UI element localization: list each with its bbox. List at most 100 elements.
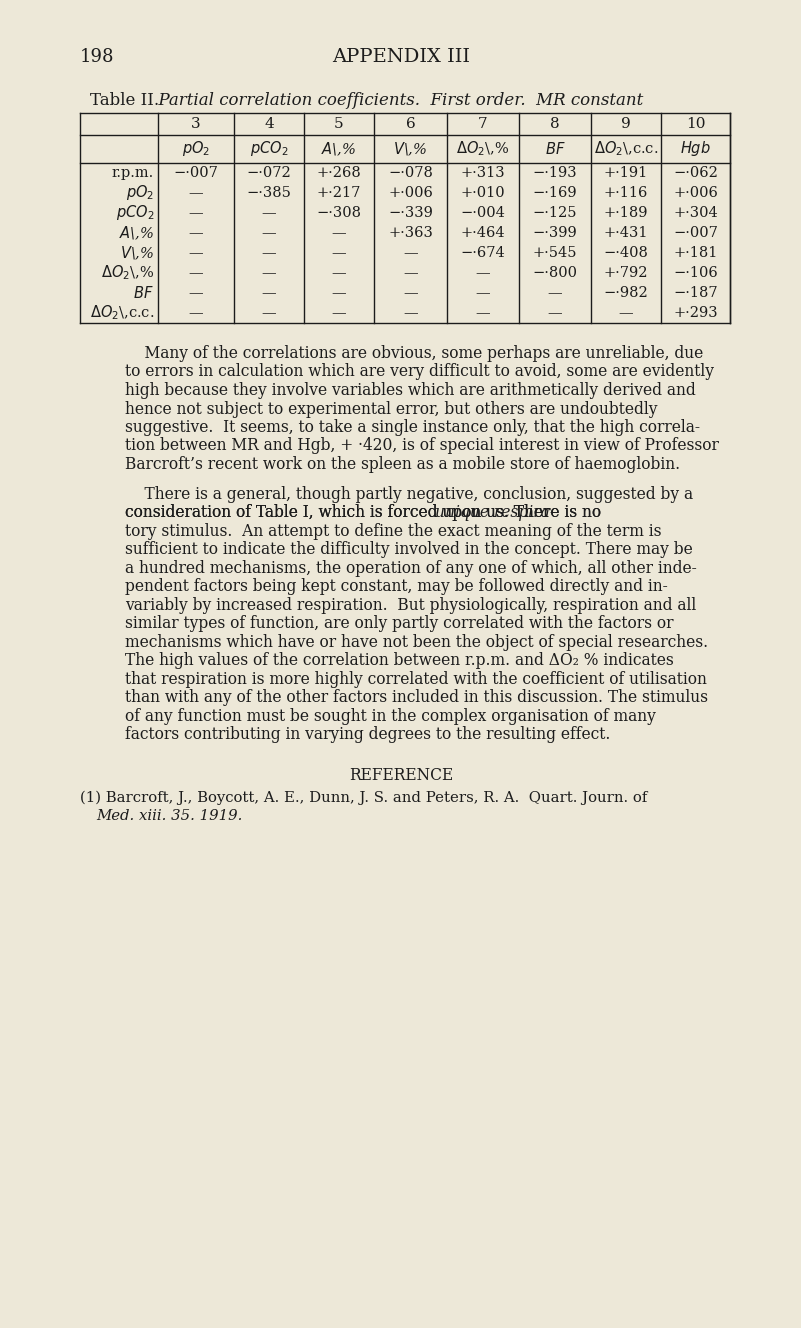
Text: Many of the correlations are obvious, some perhaps are unreliable, due: Many of the correlations are obvious, so… [125, 345, 703, 363]
Text: —: — [332, 286, 346, 300]
Text: −·385: −·385 [247, 186, 292, 201]
Text: —: — [476, 266, 490, 280]
Text: 6: 6 [405, 117, 416, 131]
Text: —: — [262, 206, 276, 220]
Text: −·072: −·072 [247, 166, 292, 181]
Text: of any function must be sought in the complex organisation of many: of any function must be sought in the co… [125, 708, 656, 725]
Text: —: — [189, 246, 203, 260]
Text: —: — [403, 286, 418, 300]
Text: −·007: −·007 [174, 166, 219, 181]
Text: $V$\,%: $V$\,% [393, 141, 428, 158]
Text: that respiration is more highly correlated with the coefficient of utilisation: that respiration is more highly correlat… [125, 671, 706, 688]
Text: 198: 198 [80, 48, 115, 66]
Text: —: — [332, 246, 346, 260]
Text: similar types of function, are only partly correlated with the factors or: similar types of function, are only part… [125, 615, 674, 632]
Text: Table II.: Table II. [90, 92, 159, 109]
Text: —: — [262, 266, 276, 280]
Text: +·217: +·217 [317, 186, 361, 201]
Text: −·125: −·125 [533, 206, 578, 220]
Text: —: — [262, 226, 276, 240]
Text: 8: 8 [550, 117, 560, 131]
Text: +·431: +·431 [604, 226, 648, 240]
Text: +·363: +·363 [388, 226, 433, 240]
Text: +·792: +·792 [604, 266, 648, 280]
Text: —: — [548, 286, 562, 300]
Text: +·268: +·268 [316, 166, 361, 181]
Text: suggestive.  It seems, to take a single instance only, that the high correla-: suggestive. It seems, to take a single i… [125, 420, 700, 436]
Text: The high values of the correlation between r.p.m. and ΔO₂ % indicates: The high values of the correlation betwe… [125, 652, 674, 669]
Text: unique respira-: unique respira- [436, 505, 556, 521]
Text: +·010: +·010 [461, 186, 505, 201]
Text: factors contributing in varying degrees to the resulting effect.: factors contributing in varying degrees … [125, 726, 610, 744]
Text: Barcroft’s recent work on the spleen as a mobile store of haemoglobin.: Barcroft’s recent work on the spleen as … [125, 456, 680, 473]
Text: consideration of Table I, which is forced upon us. There is no: consideration of Table I, which is force… [125, 505, 606, 521]
Text: +·181: +·181 [674, 246, 718, 260]
Text: consideration of Table I, which is forced upon us. There is no unique respira-: consideration of Table I, which is force… [125, 505, 725, 521]
Text: pendent factors being kept constant, may be followed directly and in-: pendent factors being kept constant, may… [125, 578, 668, 595]
Text: Table II.  Partial correlation coefficients.  First order.  MR constant: Table II. Partial correlation coefficien… [90, 92, 654, 109]
Text: $\Delta O_2$\,%: $\Delta O_2$\,% [457, 139, 509, 158]
Text: $pO_2$: $pO_2$ [182, 139, 210, 158]
Text: —: — [189, 305, 203, 320]
Text: −·187: −·187 [673, 286, 718, 300]
Text: $pO_2$: $pO_2$ [126, 183, 154, 202]
Text: 4: 4 [264, 117, 274, 131]
Text: +·116: +·116 [604, 186, 648, 201]
Text: than with any of the other factors included in this discussion. The stimulus: than with any of the other factors inclu… [125, 689, 708, 706]
Text: −·674: −·674 [461, 246, 505, 260]
Text: $A$\,%: $A$\,% [119, 224, 154, 242]
Text: $\Delta O_2$\,%: $\Delta O_2$\,% [101, 264, 154, 283]
Text: −·408: −·408 [604, 246, 649, 260]
Text: variably by increased respiration.  But physiologically, respiration and all: variably by increased respiration. But p… [125, 596, 696, 614]
Text: a hundred mechanisms, the operation of any one of which, all other inde-: a hundred mechanisms, the operation of a… [125, 559, 697, 576]
Text: −·308: −·308 [316, 206, 361, 220]
Text: —: — [189, 226, 203, 240]
Text: —: — [332, 226, 346, 240]
Text: —: — [262, 305, 276, 320]
Text: r.p.m.: r.p.m. [112, 166, 154, 181]
Text: $V$\,%: $V$\,% [119, 244, 154, 262]
Text: −·193: −·193 [533, 166, 578, 181]
Text: +·304: +·304 [673, 206, 718, 220]
Text: +·313: +·313 [461, 166, 505, 181]
Text: —: — [332, 305, 346, 320]
Text: —: — [189, 266, 203, 280]
Text: −·004: −·004 [461, 206, 505, 220]
Text: −·062: −·062 [673, 166, 718, 181]
Text: 10: 10 [686, 117, 705, 131]
Text: There is a general, though partly negative, conclusion, suggested by a: There is a general, though partly negati… [125, 486, 693, 502]
Text: −·078: −·078 [388, 166, 433, 181]
Text: $Hgb$: $Hgb$ [680, 139, 711, 158]
Text: +·545: +·545 [533, 246, 578, 260]
Text: —: — [476, 305, 490, 320]
Text: +·464: +·464 [461, 226, 505, 240]
Text: −·800: −·800 [533, 266, 578, 280]
Text: −·169: −·169 [533, 186, 578, 201]
Text: high because they involve variables which are arithmetically derived and: high because they involve variables whic… [125, 382, 696, 398]
Text: Med. xiii. 35. 1919.: Med. xiii. 35. 1919. [96, 809, 243, 823]
Text: +·006: +·006 [388, 186, 433, 201]
Text: $BF$: $BF$ [545, 141, 566, 157]
Text: —: — [403, 305, 418, 320]
Text: $\Delta O_2$\,c.c.: $\Delta O_2$\,c.c. [90, 304, 154, 323]
Text: —: — [262, 246, 276, 260]
Text: $pCO_2$: $pCO_2$ [250, 139, 288, 158]
Text: —: — [189, 286, 203, 300]
Text: mechanisms which have or have not been the object of special researches.: mechanisms which have or have not been t… [125, 633, 708, 651]
Text: +·293: +·293 [673, 305, 718, 320]
Text: —: — [332, 266, 346, 280]
Text: —: — [403, 246, 418, 260]
Text: (1) Barcroft, J., Boycott, A. E., Dunn, J. S. and Peters, R. A.  Quart. Journ. o: (1) Barcroft, J., Boycott, A. E., Dunn, … [80, 791, 647, 805]
Text: −·007: −·007 [673, 226, 718, 240]
Text: to errors in calculation which are very difficult to avoid, some are evidently: to errors in calculation which are very … [125, 364, 714, 381]
Text: +·189: +·189 [604, 206, 648, 220]
Text: $BF$: $BF$ [134, 286, 154, 301]
Text: −·982: −·982 [604, 286, 648, 300]
Text: Partial correlation coefficients.  First order.  MR constant: Partial correlation coefficients. First … [148, 92, 643, 109]
Text: −·339: −·339 [388, 206, 433, 220]
Text: 3: 3 [191, 117, 201, 131]
Text: $\Delta O_2$\,c.c.: $\Delta O_2$\,c.c. [594, 139, 658, 158]
Text: +·191: +·191 [604, 166, 648, 181]
Text: 9: 9 [621, 117, 631, 131]
Text: consideration of Table I, which is forced upon us. There is no: consideration of Table I, which is force… [125, 505, 606, 521]
